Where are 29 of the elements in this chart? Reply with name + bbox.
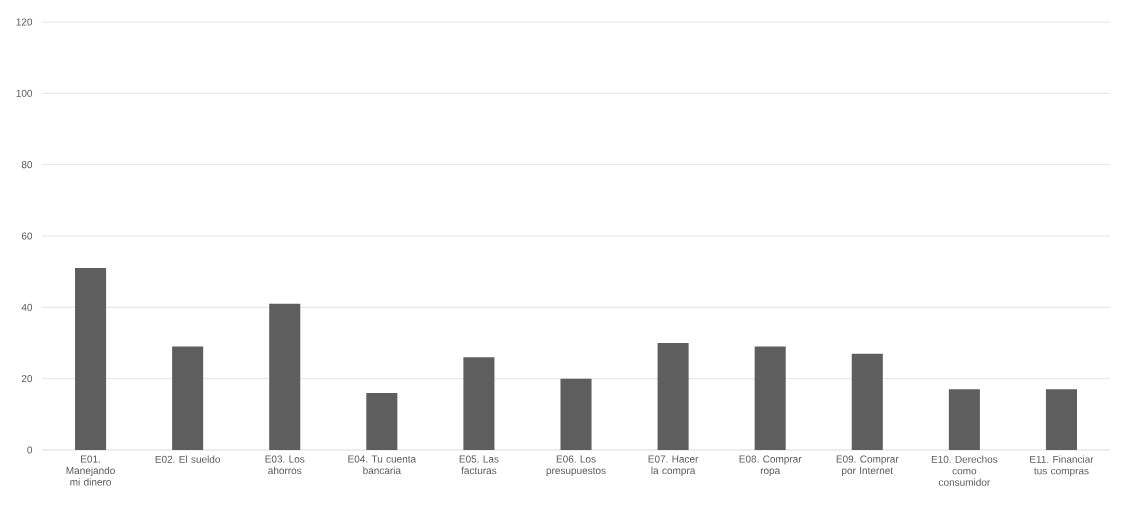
x-tick-label: E08. Comprar ropa — [739, 455, 802, 477]
x-tick-label: E04. Tu cuenta bancaria — [348, 455, 417, 475]
bar — [75, 268, 107, 450]
y-tick-label: 60 — [21, 232, 33, 240]
x-tick-label: E05. Las facturas — [459, 455, 499, 475]
x-tick-label: E02. El sueldo — [155, 455, 221, 463]
x-tick-label: E09. Comprar por Internet — [836, 455, 899, 477]
x-tick-label: E06. Los presupuestos — [546, 455, 606, 477]
x-tick-label: E11. Financiar tus compras — [1030, 455, 1094, 477]
bar — [366, 392, 398, 450]
y-tick-label: 0 — [27, 446, 33, 454]
y-tick-label: 80 — [21, 161, 33, 169]
bar — [948, 389, 980, 450]
bar — [1045, 389, 1077, 450]
bar — [463, 357, 495, 450]
y-tick-label: 120 — [16, 18, 33, 26]
bar — [754, 346, 786, 450]
bar — [657, 342, 689, 450]
x-tick-label: E07. Hacer la compra — [648, 455, 699, 477]
bar — [269, 303, 301, 450]
x-tick-label: E10. Derechos como consumidor — [931, 455, 998, 486]
y-tick-label: 40 — [21, 303, 33, 311]
bar — [172, 346, 204, 450]
x-tick-label: E01. Manejando mi dinero — [66, 455, 115, 486]
y-tick-label: 20 — [21, 375, 33, 383]
bar — [851, 353, 883, 450]
bar — [560, 378, 592, 450]
y-tick-label: 100 — [16, 89, 33, 97]
x-tick-label: E03. Los ahorros — [265, 455, 305, 475]
